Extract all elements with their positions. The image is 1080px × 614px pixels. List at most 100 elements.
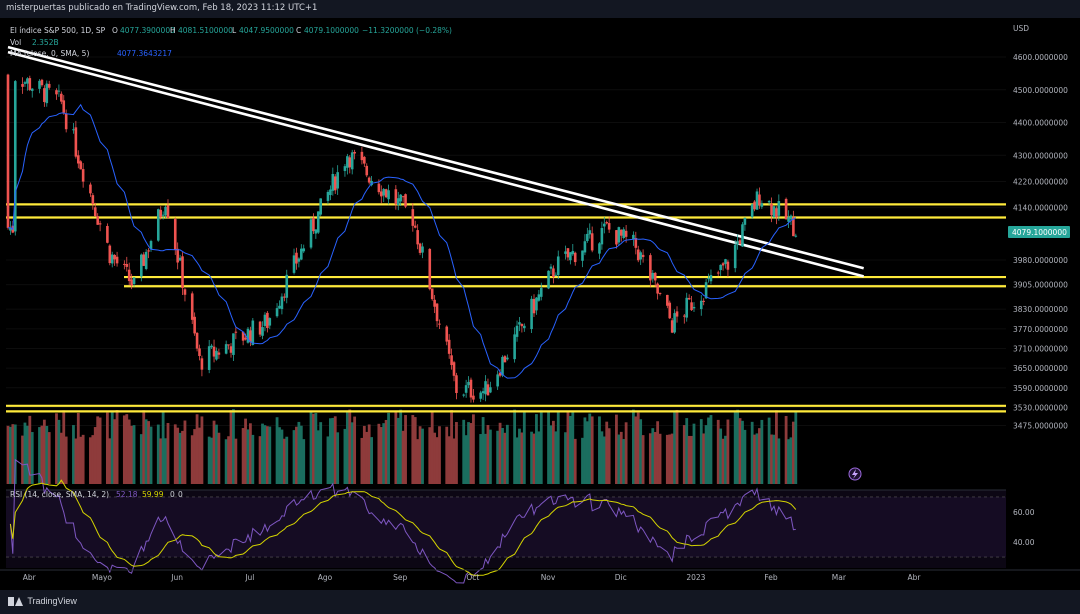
candle-body: [552, 268, 555, 278]
volume-bar: [79, 436, 83, 484]
candle-body: [624, 230, 628, 237]
candle-body: [433, 299, 436, 307]
candle-body: [377, 183, 381, 193]
candle-body: [280, 296, 284, 310]
volume-bar: [108, 438, 112, 484]
volume-bar: [224, 439, 228, 484]
candle-body: [687, 297, 691, 300]
volume-bar: [518, 428, 521, 484]
volume-bar: [365, 431, 369, 484]
candle-body: [450, 355, 453, 365]
volume-bar: [62, 410, 66, 484]
trendlines[interactable]: [7, 45, 865, 278]
candle-body: [38, 80, 41, 89]
volume-bar: [193, 429, 197, 484]
candle-body: [719, 264, 722, 271]
volume-bar: [72, 425, 75, 484]
volume-bar: [726, 419, 730, 484]
volume-bar: [275, 417, 279, 484]
candle-body: [445, 326, 449, 342]
candle-body: [227, 344, 230, 346]
candle-body: [673, 313, 676, 333]
volume-bar: [619, 431, 623, 484]
candle-body: [554, 274, 558, 276]
candles: [6, 73, 798, 403]
volume-bar: [719, 428, 723, 484]
candle-body: [736, 241, 739, 245]
volume-bar: [651, 428, 655, 484]
candle-body: [772, 206, 776, 218]
volume-bar: [479, 434, 483, 484]
candle-body: [605, 222, 609, 224]
time-axis[interactable]: Abr Mayo Jun Jul Ago Sep Oct Nov Dic 2023 Feb Mar Ab…: [0, 569, 1080, 582]
candle-body: [743, 217, 747, 225]
volume-bar: [634, 416, 638, 484]
tradingview-brand[interactable]: TradingView: [8, 596, 77, 607]
volume-bar: [110, 411, 114, 484]
volume-bar: [399, 409, 403, 484]
volume-bar: [161, 412, 165, 484]
volume-bar: [556, 410, 560, 484]
volume-bar: [682, 425, 686, 484]
candle-body: [789, 215, 793, 220]
volume-bar: [353, 416, 357, 484]
volume-bar: [384, 419, 388, 484]
candle-body: [753, 201, 756, 210]
candle-body: [326, 191, 330, 201]
volume-bar: [530, 431, 533, 484]
volume-bar: [687, 435, 691, 484]
time-tick-label: 2023: [686, 573, 705, 582]
volume-bar: [251, 434, 255, 484]
candle-body: [489, 387, 492, 393]
candle-body: [258, 321, 262, 335]
candle-body: [26, 78, 29, 84]
legend-low-value: 4047.9500000: [239, 26, 294, 35]
candle-body: [632, 234, 635, 240]
candle-body: [285, 274, 289, 298]
candle-body: [724, 259, 727, 264]
volume-bar: [624, 422, 628, 484]
flash-icon[interactable]: [848, 467, 862, 481]
volume-bar: [648, 433, 652, 484]
candle-body: [166, 205, 170, 219]
volume-bar: [438, 426, 441, 484]
candle-body: [64, 113, 68, 130]
price-tick-label: 4500.0000000: [1013, 86, 1068, 95]
volume-bar: [232, 409, 235, 484]
price-tag-text: 4079.1000000: [1012, 228, 1067, 237]
candle-body: [210, 345, 213, 348]
candle-body: [246, 328, 250, 343]
price-tick-label: 3980.0000000: [1013, 256, 1068, 265]
horizontal-levels[interactable]: [6, 203, 1006, 413]
candle-body: [113, 254, 116, 260]
candle-body: [656, 283, 659, 294]
candle-body: [467, 381, 470, 386]
candle-body: [161, 214, 165, 216]
volume-bar: [702, 433, 706, 484]
volume-bar: [11, 424, 15, 484]
trendline: [7, 50, 865, 278]
volume-bar: [132, 425, 136, 484]
rsi-tick-label: 60.00: [1013, 508, 1035, 517]
volume-bar: [760, 419, 764, 484]
candle-body: [263, 314, 267, 326]
price-axis[interactable]: USD 4600.0000000 4500.0000000 4400.0000000 4…: [1006, 18, 1080, 590]
volume-bar: [21, 435, 24, 484]
candle-body: [556, 256, 560, 276]
volume-bar: [319, 422, 323, 484]
candle-body: [350, 152, 354, 170]
candle-body: [583, 241, 587, 253]
volume-bar: [139, 434, 143, 484]
volume-bar: [246, 429, 250, 484]
volume-bar: [464, 435, 468, 484]
price-chart[interactable]: USD 4600.0000000 4500.0000000 4400.0000000 4…: [0, 0, 1080, 590]
candle-body: [348, 157, 352, 168]
candle-body: [195, 332, 199, 349]
rsi-panel[interactable]: [6, 458, 1006, 584]
volume-bar: [122, 415, 126, 484]
volume-bar: [670, 433, 674, 484]
candle-body: [57, 90, 61, 92]
candle-body: [106, 226, 109, 243]
candle-body: [275, 308, 279, 317]
volume-bar: [379, 427, 383, 484]
